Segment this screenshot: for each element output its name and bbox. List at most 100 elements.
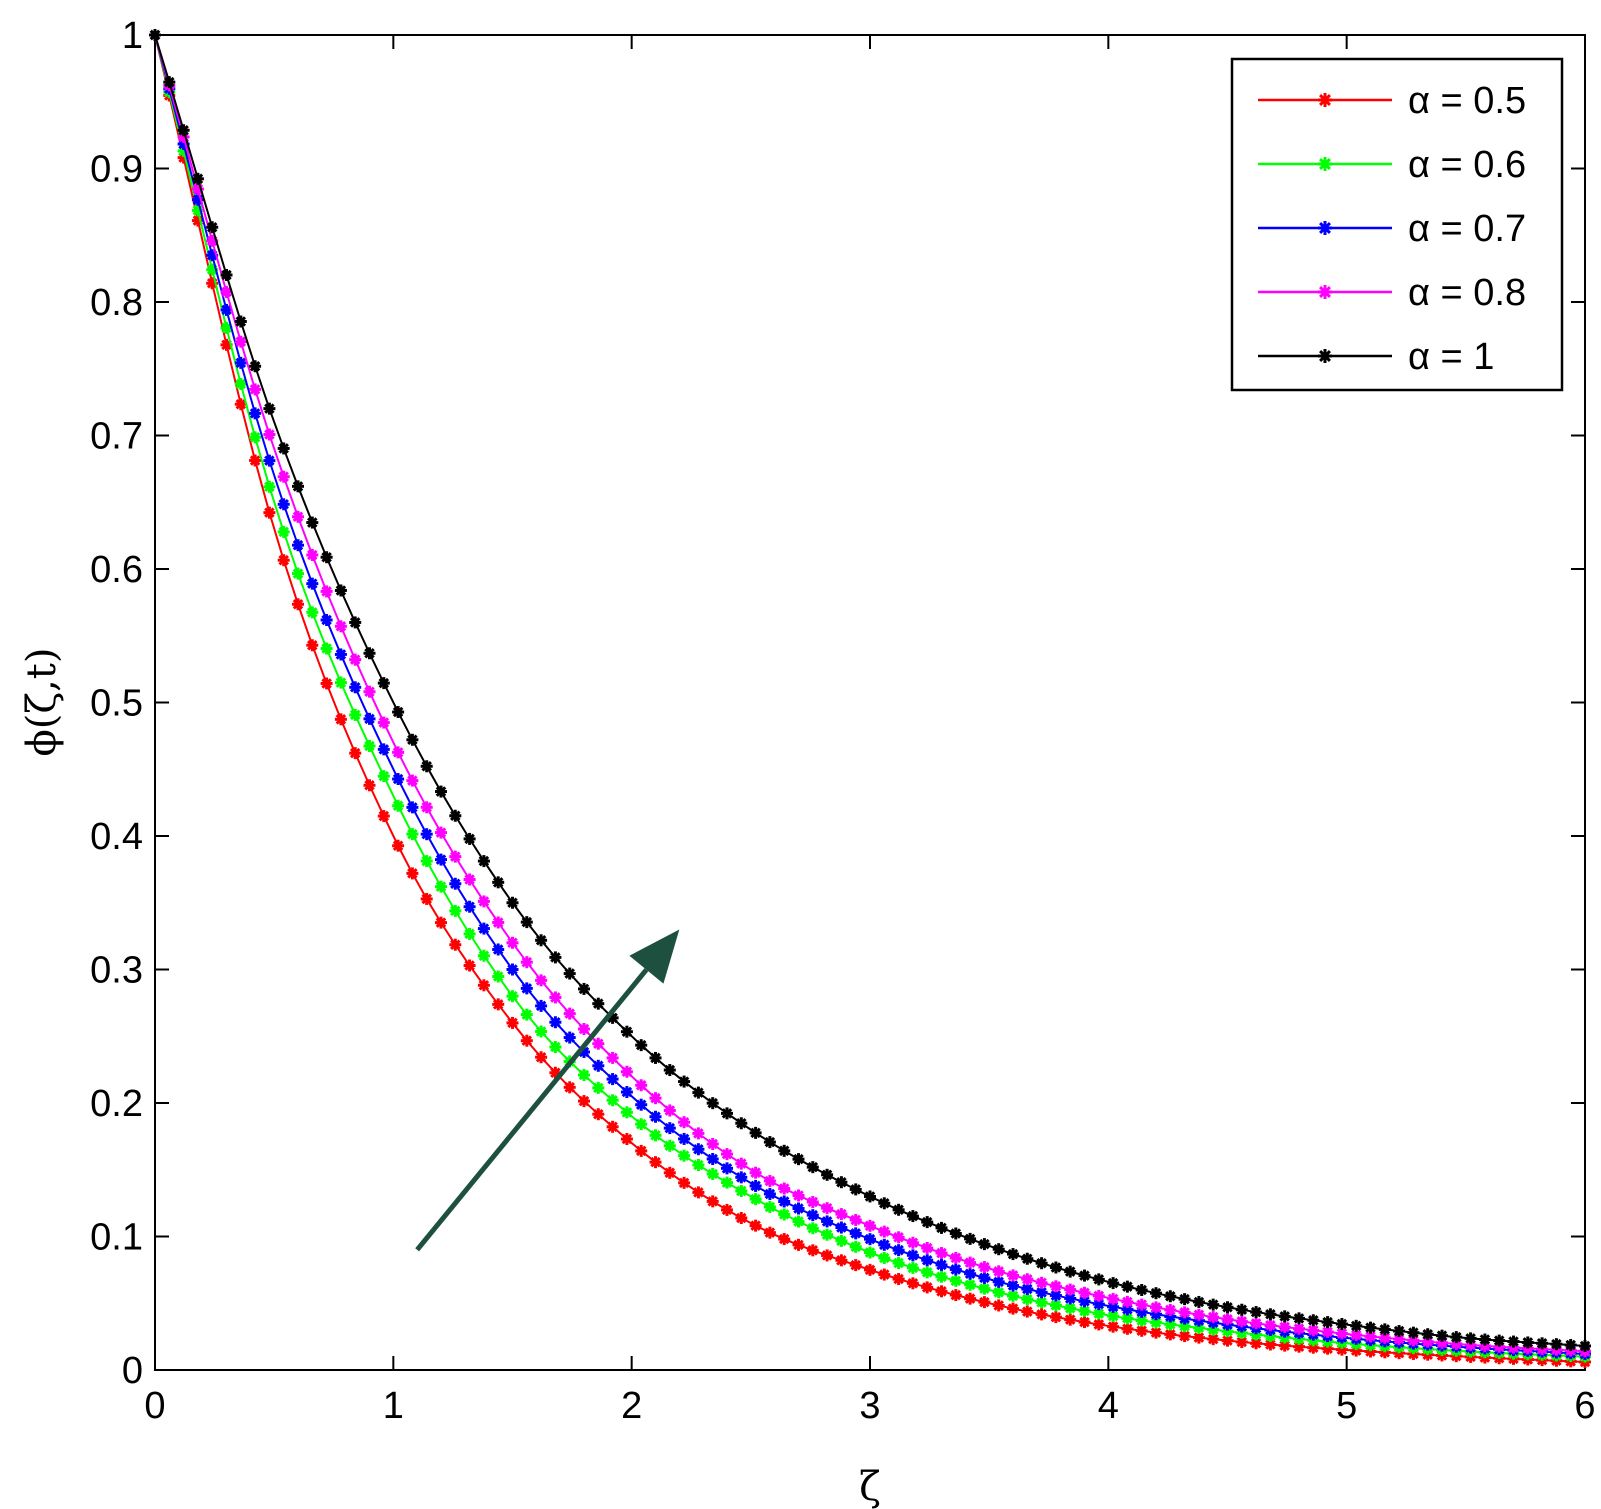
x-tick-label: 0 — [144, 1385, 165, 1427]
series-marker — [735, 1171, 748, 1184]
series-marker — [1150, 1326, 1162, 1339]
series-marker — [1150, 1301, 1162, 1314]
series-marker — [1235, 1315, 1248, 1328]
series-marker — [620, 1133, 633, 1146]
series-marker — [406, 801, 419, 814]
series-marker — [849, 1227, 862, 1240]
series-marker — [1250, 1317, 1263, 1330]
series-marker — [320, 642, 333, 655]
series-marker — [263, 506, 276, 519]
series-marker — [821, 1249, 834, 1262]
x-tick-label: 2 — [621, 1385, 642, 1427]
series-marker — [449, 904, 462, 917]
series-marker — [520, 1034, 533, 1047]
series-marker — [821, 1202, 834, 1215]
series-marker — [1207, 1298, 1220, 1311]
series-marker — [1135, 1283, 1148, 1296]
series-marker — [1536, 1337, 1549, 1350]
series-marker — [535, 974, 548, 987]
series-marker — [864, 1190, 876, 1203]
series-layer — [149, 29, 1591, 1368]
series-marker — [1192, 1331, 1205, 1344]
series-marker — [763, 1187, 776, 1200]
series-marker — [1164, 1290, 1177, 1303]
y-tick-label: 0.8 — [90, 282, 143, 324]
series-marker — [1178, 1306, 1191, 1319]
series-marker — [592, 1108, 605, 1121]
series-marker — [191, 172, 204, 185]
y-tick-label: 0.6 — [90, 549, 143, 591]
series-marker — [435, 916, 447, 929]
series-marker — [406, 867, 419, 880]
series-marker — [835, 1254, 848, 1267]
series-marker — [1564, 1339, 1577, 1352]
series-marker — [978, 1282, 991, 1295]
series-marker — [1464, 1332, 1477, 1345]
series-marker — [1293, 1322, 1305, 1335]
series-marker — [692, 1086, 705, 1099]
series-marker — [921, 1266, 934, 1279]
series-marker — [763, 1226, 776, 1239]
series-marker — [420, 801, 433, 814]
series-marker — [1278, 1310, 1291, 1323]
series-marker — [964, 1232, 977, 1245]
series-marker — [1235, 1303, 1248, 1316]
series-marker — [592, 1081, 605, 1094]
axis-ticks — [154, 34, 1586, 1371]
series-marker — [921, 1241, 934, 1254]
series-marker — [420, 892, 433, 905]
series-marker — [320, 585, 333, 598]
series-marker — [935, 1258, 948, 1271]
series-marker — [721, 1176, 733, 1189]
series-marker — [835, 1176, 848, 1189]
series-marker — [835, 1221, 848, 1234]
series-marker — [864, 1246, 876, 1259]
series-marker — [234, 315, 247, 328]
series-marker — [706, 1097, 719, 1110]
series-marker — [334, 584, 347, 597]
series-marker — [835, 1234, 848, 1247]
series-marker — [649, 1129, 662, 1142]
series-marker — [1135, 1298, 1148, 1311]
series-marker — [1092, 1318, 1105, 1331]
series-marker — [763, 1174, 776, 1187]
series-marker — [721, 1148, 733, 1161]
series-marker — [749, 1126, 762, 1139]
legend: α = 0.5 α = 0.6 α = 0.7 α = 0.8 α = 1 — [1230, 57, 1564, 392]
series-marker — [220, 285, 233, 298]
series-marker — [392, 706, 405, 719]
series-marker — [763, 1200, 776, 1213]
y-tick-label: 0.7 — [90, 416, 143, 458]
series-marker — [992, 1265, 1005, 1278]
series-marker — [292, 510, 304, 523]
series-marker — [949, 1274, 962, 1287]
series-marker — [477, 949, 490, 962]
series-marker — [735, 1157, 748, 1170]
series-marker — [549, 1041, 562, 1054]
series-marker — [849, 1183, 862, 1196]
series-marker — [535, 999, 548, 1012]
legend-label: α = 0.5 — [1408, 80, 1526, 122]
series-marker — [563, 967, 576, 980]
series-marker — [1307, 1314, 1320, 1327]
series-marker — [992, 1275, 1005, 1288]
series-marker — [306, 606, 319, 619]
series-marker — [292, 598, 304, 611]
series-marker — [921, 1281, 934, 1294]
y-tick-label: 1 — [122, 15, 143, 57]
series-marker — [463, 959, 476, 972]
series-marker — [578, 1022, 590, 1035]
series-marker — [277, 470, 290, 483]
series-marker — [1078, 1269, 1091, 1282]
series-marker — [463, 927, 476, 940]
series-marker — [1035, 1308, 1048, 1321]
series-marker — [392, 746, 405, 759]
series-marker — [706, 1138, 719, 1151]
series-marker — [935, 1221, 948, 1234]
series-marker — [606, 1120, 619, 1133]
series-marker — [735, 1211, 748, 1224]
legend-label: α = 0.7 — [1408, 208, 1526, 250]
series-marker — [635, 1039, 648, 1052]
x-tick-labels: 0 1 2 3 4 5 6 — [144, 1385, 1595, 1427]
x-tick-label: 1 — [383, 1385, 404, 1427]
